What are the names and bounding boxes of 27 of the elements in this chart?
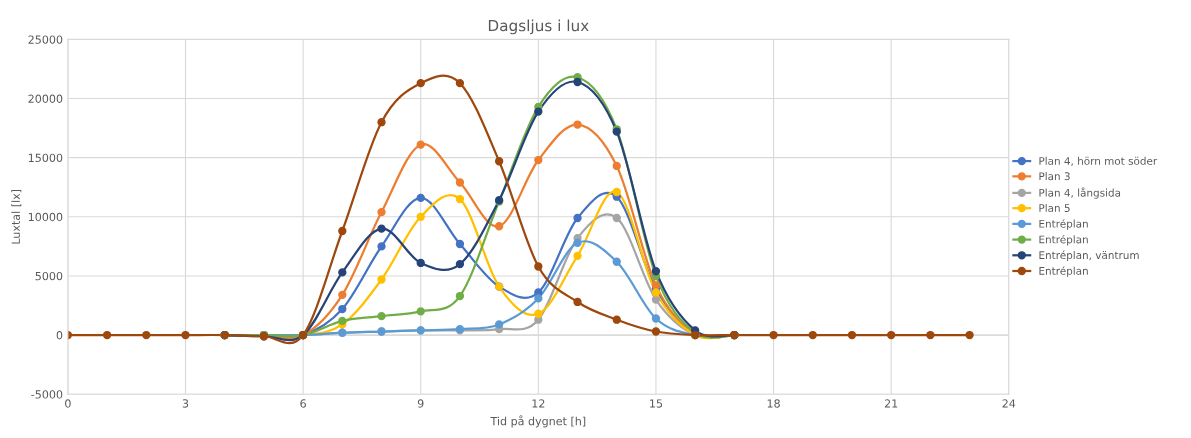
x-tick-label: 21 [884,399,898,408]
x-tick-label: 3 [182,399,189,408]
y-tick-label: 5000 [35,271,63,281]
legend-label: Entréplan [1039,219,1088,230]
y-tick-label: 25000 [28,35,63,44]
x-tick-label: 18 [767,399,780,408]
chart-title: Dagsljus i lux [488,19,589,35]
legend-label: Entréplan [1039,234,1088,246]
legend-label: Plan 4, långsida [1039,187,1121,199]
x-tick-label: 0 [65,399,71,408]
x-axis-title: Tid på dygnet [h] [490,415,586,428]
x-tick-label: 6 [300,399,306,408]
legend-label: Entréplan, väntrum [1039,250,1139,262]
y-tick-label: 0 [56,331,63,340]
x-tick-label: 15 [650,399,663,408]
legend-label: Plan 4, hörn mot söder [1039,156,1158,166]
x-tick-label: 24 [1002,399,1016,408]
legend-label: Entréplan [1039,266,1088,277]
legend-label: Plan 3 [1039,172,1070,181]
legend-label: Plan 5 [1039,203,1070,212]
x-tick-label: 9 [417,399,424,408]
y-tick-label: 10000 [28,212,63,222]
y-tick-label: 15000 [28,153,63,163]
x-tick-label: 12 [532,399,545,408]
y-axis-title: Luxtal [lx] [11,189,22,244]
y-tick-label: -5000 [31,390,63,399]
y-tick-label: 20000 [28,94,63,103]
